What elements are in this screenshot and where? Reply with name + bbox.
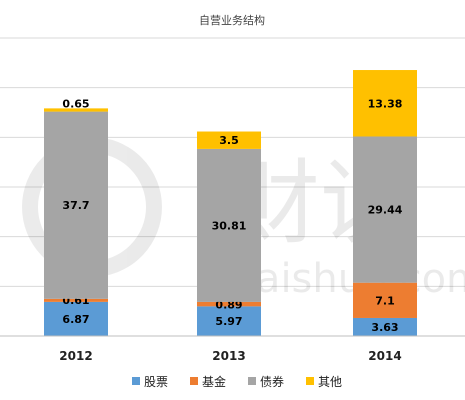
legend-swatch: [132, 377, 140, 385]
watermark-text: Caishuo.com: [228, 256, 465, 302]
bar-segment-债券-2013: [197, 148, 261, 302]
data-label: 37.7: [62, 199, 89, 212]
bar-segment-股票-2014: [353, 317, 417, 336]
bar-segment-其他-2014: [353, 70, 417, 137]
data-label: 29.44: [368, 204, 403, 217]
legend-label: 其他: [318, 375, 342, 389]
bar-segment-股票-2012: [44, 301, 108, 336]
bar-segment-其他-2012: [44, 108, 108, 112]
bar-segment-债券-2014: [353, 136, 417, 283]
data-label: 7.1: [375, 294, 395, 307]
bar-segment-其他-2013: [197, 131, 261, 149]
data-label: 0.65: [62, 97, 89, 110]
legend-label: 基金: [202, 374, 226, 389]
legend-label: 债券: [260, 374, 284, 389]
legend-swatch: [306, 377, 314, 385]
chart-title: 自营业务结构: [199, 13, 265, 27]
bars: 6.870.6137.70.655.970.8930.813.53.637.12…: [44, 70, 417, 336]
bar-segment-基金-2012: [44, 298, 108, 302]
x-tick-label: 2013: [212, 349, 245, 363]
data-label: 3.63: [371, 321, 398, 334]
x-axis: 2012 2013 2014: [0, 335, 465, 363]
data-label: 5.97: [215, 315, 242, 328]
bar-segment-股票-2013: [197, 306, 261, 336]
data-label: 30.81: [212, 219, 247, 232]
data-label: 6.87: [62, 313, 89, 326]
legend-swatch: [190, 377, 198, 385]
x-tick-label: 2012: [59, 349, 92, 363]
bar-segment-债券-2012: [44, 111, 108, 299]
bar-stack-2014: 3.63 7.1 29.44 13.38: [353, 70, 417, 336]
bar-segment-基金-2013: [197, 301, 261, 307]
legend: 股票 基金 债券 其他: [132, 374, 342, 389]
legend-swatch: [248, 377, 256, 385]
data-label: 13.38: [368, 97, 403, 110]
legend-label: 股票: [144, 375, 168, 389]
bar-segment-基金-2014: [353, 282, 417, 318]
data-label: 3.5: [219, 134, 239, 147]
x-tick-label: 2014: [368, 349, 401, 363]
